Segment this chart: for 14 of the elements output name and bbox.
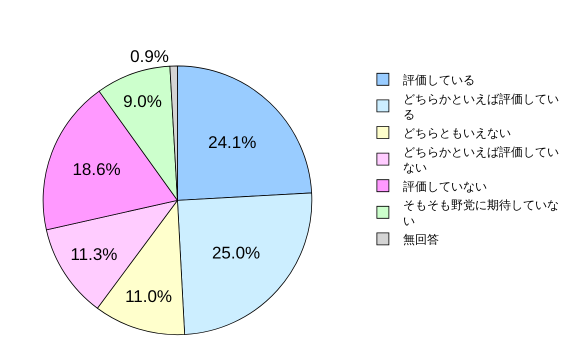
data-label: 18.6% — [72, 160, 121, 180]
legend-label: 無回答 — [402, 232, 439, 247]
data-label: 25.0% — [212, 243, 260, 262]
data-label: 0.9% — [130, 47, 169, 66]
legend-label: どちらともいえない — [402, 126, 511, 140]
data-label: 11.3% — [70, 245, 118, 264]
legend-label: どちらかといえば評価している — [402, 92, 559, 122]
data-label: 11.0% — [125, 286, 172, 306]
legend-label: そもそも野党に期待していない — [402, 198, 559, 228]
legend-label: 評価していない — [402, 179, 487, 194]
data-label: 9.0% — [123, 92, 162, 111]
legend-label: どちらかといえば評価していない — [402, 144, 559, 175]
data-label: 24.1% — [208, 133, 256, 152]
legend-label: 評価している — [402, 72, 475, 87]
